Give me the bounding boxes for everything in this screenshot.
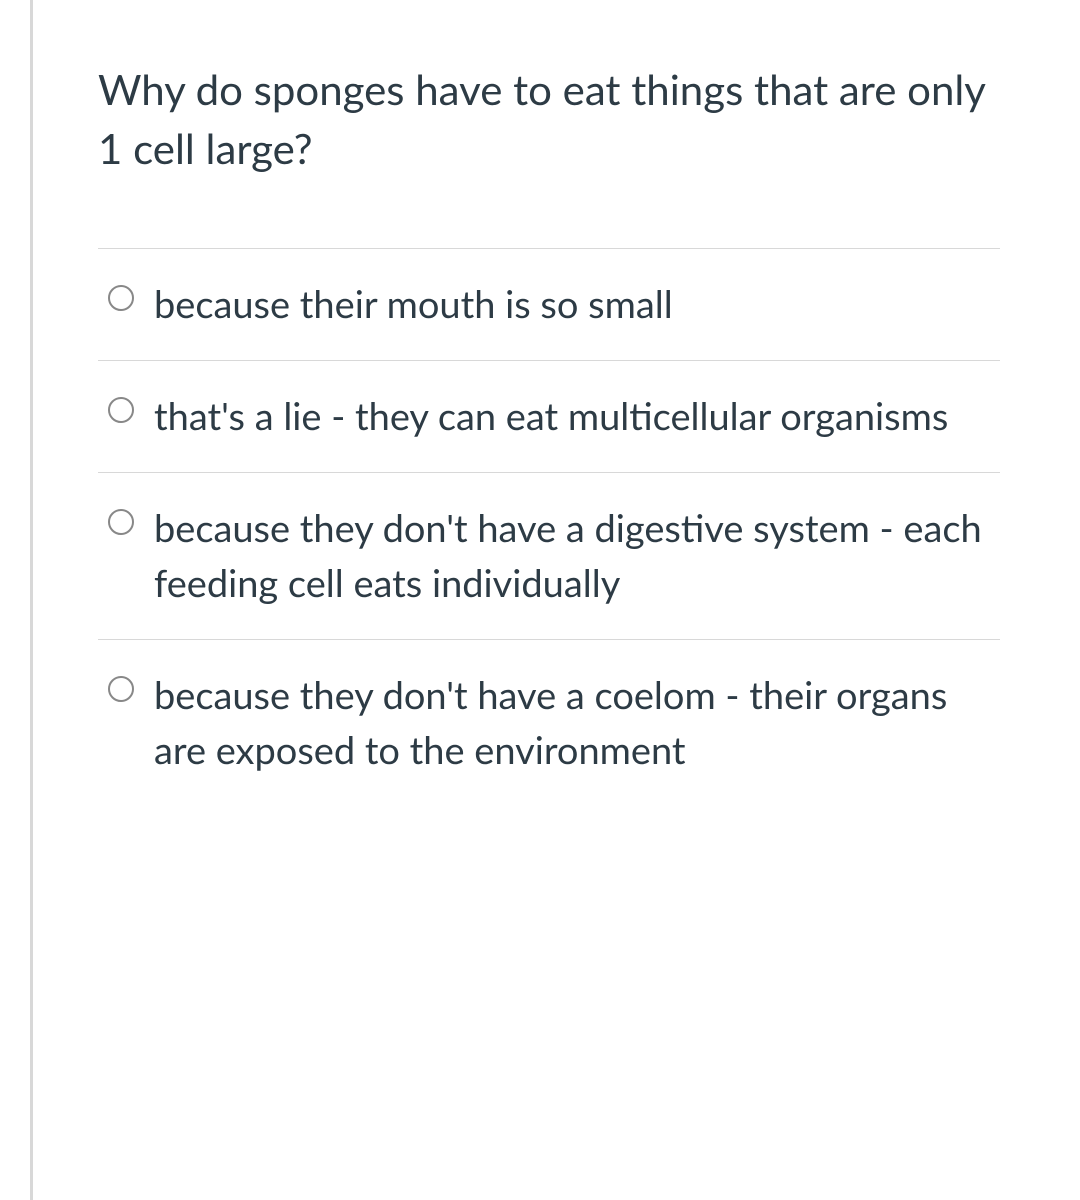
option-label[interactable]: because they don't have a coelom - their…	[154, 668, 1000, 778]
option-label[interactable]: because they don't have a digestive syst…	[154, 501, 1000, 611]
option-label[interactable]: because their mouth is so small	[154, 277, 673, 332]
options-list: because their mouth is so small that's a…	[98, 248, 1000, 807]
option-item[interactable]: because they don't have a coelom - their…	[98, 639, 1000, 806]
radio-icon[interactable]	[108, 676, 134, 702]
option-label[interactable]: that's a lie - they can eat multicellula…	[154, 389, 948, 444]
question-container: Why do sponges have to eat things that a…	[30, 0, 1080, 1200]
option-item[interactable]: because their mouth is so small	[98, 248, 1000, 360]
radio-icon[interactable]	[108, 509, 134, 535]
radio-icon[interactable]	[108, 397, 134, 423]
radio-icon[interactable]	[108, 285, 134, 311]
option-item[interactable]: because they don't have a digestive syst…	[98, 472, 1000, 639]
option-item[interactable]: that's a lie - they can eat multicellula…	[98, 360, 1000, 472]
question-text: Why do sponges have to eat things that a…	[98, 60, 1000, 178]
